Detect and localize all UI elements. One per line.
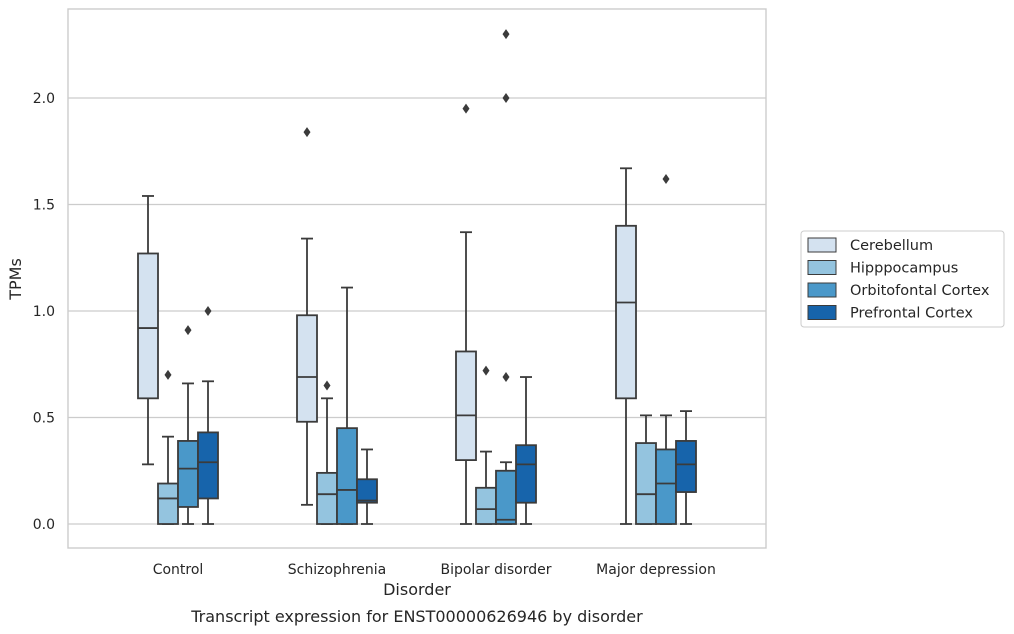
outlier-point — [502, 372, 510, 383]
box-1-2 — [475, 365, 497, 525]
box-body — [137, 252, 159, 400]
outlier-point — [164, 369, 172, 380]
box-body — [316, 471, 338, 525]
box-body — [296, 314, 318, 423]
box-0-0 — [137, 195, 159, 466]
box-body — [615, 224, 637, 400]
legend-entry: Prefrontal Cortex — [850, 306, 973, 322]
outlier-point — [502, 93, 510, 103]
box-body — [197, 431, 219, 500]
box-2-1 — [336, 286, 358, 525]
legend-swatch — [807, 305, 837, 320]
plot-frame — [67, 8, 767, 549]
outlier-point — [482, 365, 490, 376]
box-1-1 — [316, 380, 338, 525]
box-3-2 — [515, 376, 537, 525]
y-tick-label: 2.0 — [33, 91, 55, 107]
box-body — [635, 442, 657, 525]
chart-caption: Transcript expression for ENST0000062694… — [190, 607, 643, 626]
outlier-point — [204, 306, 212, 316]
box-2-0 — [177, 325, 199, 525]
outlier-point — [502, 29, 510, 40]
outlier-point — [303, 127, 311, 138]
box-body — [356, 478, 378, 504]
outlier-point — [462, 103, 470, 114]
y-axis-label: TPMs — [6, 258, 25, 301]
y-tick-label: 1.5 — [33, 198, 55, 214]
box-3-0 — [197, 306, 219, 525]
x-tick-label: Schizophrenia — [288, 562, 386, 578]
box-0-1 — [296, 127, 318, 506]
x-tick-label: Control — [153, 562, 204, 578]
x-tick-label: Bipolar disorder — [440, 562, 551, 578]
box-0-2 — [455, 103, 477, 525]
box-1-0 — [157, 369, 179, 525]
outlier-point — [184, 325, 192, 336]
box-body — [475, 486, 497, 525]
box-body — [655, 448, 677, 525]
y-tick-label: 1.0 — [33, 304, 55, 320]
box-body — [675, 440, 697, 493]
box-body — [157, 482, 179, 525]
box-3-3 — [675, 410, 697, 525]
legend: Cerebellum Hipppocampus Orbitofontal Corte… — [800, 230, 1005, 328]
legend-swatch — [807, 282, 837, 298]
legend-swatch — [807, 237, 837, 253]
outlier-point — [323, 380, 331, 391]
box-body — [455, 350, 477, 461]
x-tick-labels: Control Schizophrenia Bipolar disorder Majo… — [153, 562, 716, 578]
y-tick-label: 0.0 — [33, 517, 55, 533]
legend-entry: Hipppocampus — [850, 261, 958, 277]
box-body — [495, 469, 517, 525]
box-3-1 — [356, 448, 378, 525]
box-2-3 — [655, 173, 677, 525]
box-body — [336, 427, 358, 525]
legend-entry: Orbitofontal Cortex — [850, 283, 990, 299]
x-axis-label: Disorder — [383, 580, 451, 599]
legend-swatch — [807, 260, 837, 275]
y-tick-labels: 0.0 0.5 1.0 1.5 2.0 — [33, 91, 55, 533]
legend-frame — [800, 230, 1005, 328]
x-tick-label: Major depression — [596, 562, 716, 578]
boxes — [137, 29, 697, 525]
y-tick-label: 0.5 — [33, 411, 55, 427]
outlier-point — [662, 173, 670, 184]
box-body — [515, 444, 537, 504]
box-body — [177, 440, 199, 508]
legend-entry: Cerebellum — [850, 238, 933, 254]
box-0-3 — [615, 167, 637, 525]
